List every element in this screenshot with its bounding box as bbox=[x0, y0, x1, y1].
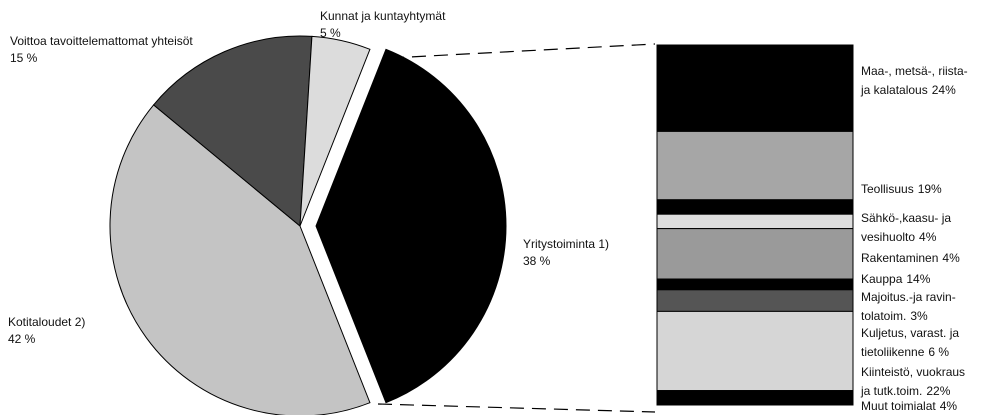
bar-segment bbox=[656, 310, 854, 392]
pie-slice bbox=[299, 35, 371, 227]
slice-label: Kunnat ja kuntayhtymät bbox=[320, 9, 446, 23]
segment-label: tolatoim. 3% bbox=[861, 309, 928, 323]
segment-name: Sähkö-,kaasu- ja bbox=[861, 211, 951, 225]
segment-label: Rakentaminen 4% bbox=[861, 251, 960, 265]
slice-value: 15 % bbox=[10, 51, 38, 65]
pie-slice bbox=[152, 35, 313, 228]
segment-name: Maa-, metsä-, riista- bbox=[861, 64, 968, 78]
segment-value: 4% bbox=[940, 399, 958, 413]
segment-label: ja kalatalous 24% bbox=[860, 83, 956, 97]
slice-value: 5 % bbox=[320, 26, 341, 40]
segment-label: vesihuolto 4% bbox=[861, 230, 937, 244]
segment-name: Kuljetus, varast. ja bbox=[861, 326, 959, 340]
segment-name: Rakentaminen bbox=[861, 251, 938, 265]
slice-label: Yritystoiminta 1) bbox=[523, 237, 609, 251]
segment-name: ja kalatalous bbox=[860, 83, 928, 97]
segment-name: tietoliikenne bbox=[861, 345, 925, 359]
segment-name: vesihuolto bbox=[861, 230, 915, 244]
segment-label: Maa-, metsä-, riista- bbox=[861, 64, 968, 78]
segment-label: Kuljetus, varast. ja bbox=[861, 326, 959, 340]
segment-name: Majoitus.-ja ravin- bbox=[861, 290, 956, 304]
bar-segment bbox=[656, 289, 854, 312]
bar-segment bbox=[656, 228, 854, 280]
segment-value: 3% bbox=[910, 309, 928, 323]
segment-value: 6 % bbox=[928, 345, 949, 359]
segment-value: 19% bbox=[918, 182, 942, 196]
pie-slice bbox=[109, 104, 371, 415]
segment-value: 14% bbox=[906, 272, 930, 286]
segment-name: Muut toimialat bbox=[861, 399, 936, 413]
segment-name: ja tutk.toim. bbox=[860, 384, 922, 398]
segment-label: Muut toimialat 4% bbox=[861, 399, 957, 413]
segment-label: ja tutk.toim. 22% bbox=[860, 384, 951, 398]
pie-slice bbox=[315, 48, 507, 404]
bar-segment bbox=[656, 44, 854, 132]
connector-line bbox=[377, 403, 656, 413]
bar-segment bbox=[656, 278, 854, 291]
segment-value: 24% bbox=[932, 83, 956, 97]
segment-label: Majoitus.-ja ravin- bbox=[861, 290, 956, 304]
segment-name: Kiinteistö, vuokraus bbox=[861, 365, 965, 379]
segment-name: Teollisuus bbox=[861, 182, 914, 196]
segment-value: 22% bbox=[926, 384, 950, 398]
connector-line bbox=[389, 43, 656, 59]
slice-value: 42 % bbox=[8, 332, 36, 346]
segment-label: Teollisuus 19% bbox=[861, 182, 942, 196]
bar-segment bbox=[656, 199, 854, 215]
segment-value: 4% bbox=[919, 230, 937, 244]
segment-value: 4% bbox=[942, 251, 960, 265]
slice-label: Kotitaloudet 2) bbox=[8, 315, 85, 329]
segment-name: Kauppa bbox=[861, 272, 903, 286]
segment-label: Sähkö-,kaasu- ja bbox=[861, 211, 951, 225]
segment-label: Kauppa 14% bbox=[861, 272, 931, 286]
segment-name: tolatoim. bbox=[861, 309, 906, 323]
segment-label: Kiinteistö, vuokraus bbox=[861, 365, 965, 379]
bar-segment bbox=[656, 213, 854, 230]
bar-segment bbox=[656, 390, 854, 406]
bar-segment bbox=[656, 130, 854, 201]
slice-label: Voittoa tavoittelemattomat yhteisöt bbox=[10, 34, 193, 48]
slice-value: 38 % bbox=[523, 254, 551, 268]
segment-label: tietoliikenne 6 % bbox=[861, 345, 949, 359]
